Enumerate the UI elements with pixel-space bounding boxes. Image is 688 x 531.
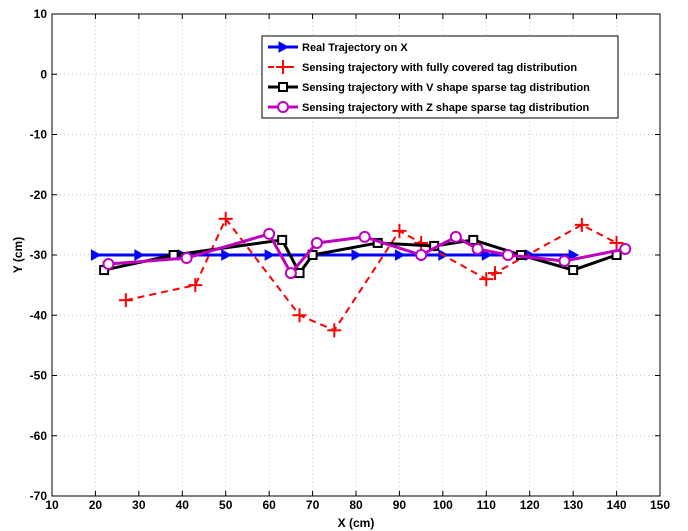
plus-marker [392,223,407,238]
circle-marker [471,242,484,255]
x-tick-label: 130 [563,498,583,512]
y-tick-label: -10 [30,128,48,142]
circle-marker [180,252,193,265]
legend-label: Sensing trajectory with fully covered ta… [302,62,577,74]
triangle-marker [568,249,580,261]
legend-label: Sensing trajectory with Z shape sparse t… [302,102,590,114]
x-tick-label: 140 [607,498,627,512]
x-tick-label: 30 [132,498,146,512]
circle-marker [619,242,632,255]
triangle-marker [134,249,145,261]
plus-marker [327,323,342,338]
square-marker [568,265,579,276]
circle-marker [449,230,462,243]
x-tick-label: 50 [219,498,233,512]
plus-marker [479,272,494,287]
series-layer [90,211,632,338]
plus-marker [188,278,203,293]
circle-marker [358,230,371,243]
legend-item: Sensing trajectory with Z shape sparse t… [268,101,590,114]
triangle-marker [264,249,276,261]
circle-marker [263,227,276,240]
square-marker [307,250,318,260]
square-marker [278,82,288,92]
series-3 [99,234,622,279]
plus-marker [414,235,429,250]
y-tick-label: 0 [40,67,47,81]
y-tick-label: -70 [30,489,48,503]
y-tick-label: 10 [34,7,48,21]
x-tick-label: 40 [176,498,190,512]
square-marker [277,234,288,245]
x-tick-label: 20 [89,498,103,512]
plus-marker [487,266,502,281]
x-tick-label: 70 [306,498,320,512]
x-tick-label: 150 [650,498,670,512]
plus-marker [609,235,624,250]
square-marker [468,234,479,245]
triangle-marker [394,249,406,261]
triangle-marker [351,249,363,261]
triangle-marker [221,249,232,261]
x-tick-label: 10 [45,498,59,512]
circle-marker [284,267,297,280]
legend: Real Trajectory on X Sensing trajectory w… [261,35,619,119]
circle-marker [310,236,323,249]
y-axis-label: Y (cm) [11,237,25,273]
triangle-marker [278,41,290,53]
circle-marker [558,255,571,268]
axis-ticks: 10 20 30 40 50 60 70 80 90 100 110 120 130 140 150100-… [30,7,671,512]
legend-item: Real Trajectory on X [268,41,408,54]
x-tick-label: 100 [433,498,453,512]
circle-marker [102,258,115,271]
x-tick-label: 60 [262,498,276,512]
circle-marker [502,249,514,261]
x-tick-label: 90 [393,498,407,512]
x-tick-label: 110 [477,498,497,512]
plus-marker [292,308,307,323]
series-line [108,232,626,275]
circle-marker [277,101,289,113]
triangle-marker [90,249,102,261]
legend-item: Sensing trajectory with V shape sparse t… [268,82,590,94]
y-tick-label: -40 [30,308,48,322]
plus-marker [276,60,290,74]
y-tick-label: -20 [30,188,48,202]
legend-item: Sensing trajectory with fully covered ta… [268,60,577,74]
circle-marker [415,249,428,261]
triangle-marker [481,249,493,261]
y-tick-label: -50 [30,369,48,383]
legend-label: Sensing trajectory with V shape sparse t… [302,82,590,94]
y-tick-label: -60 [30,429,48,443]
plus-marker [118,293,133,308]
x-tick-label: 80 [349,498,363,512]
series-4 [102,227,632,280]
legend-label: Real Trajectory on X [302,42,408,54]
x-tick-label: 120 [520,498,540,512]
x-axis-label: X (cm) [338,516,375,530]
y-tick-label: -30 [30,248,48,262]
legend-box [261,35,619,119]
plus-marker [574,217,589,232]
plus-marker [218,211,233,226]
